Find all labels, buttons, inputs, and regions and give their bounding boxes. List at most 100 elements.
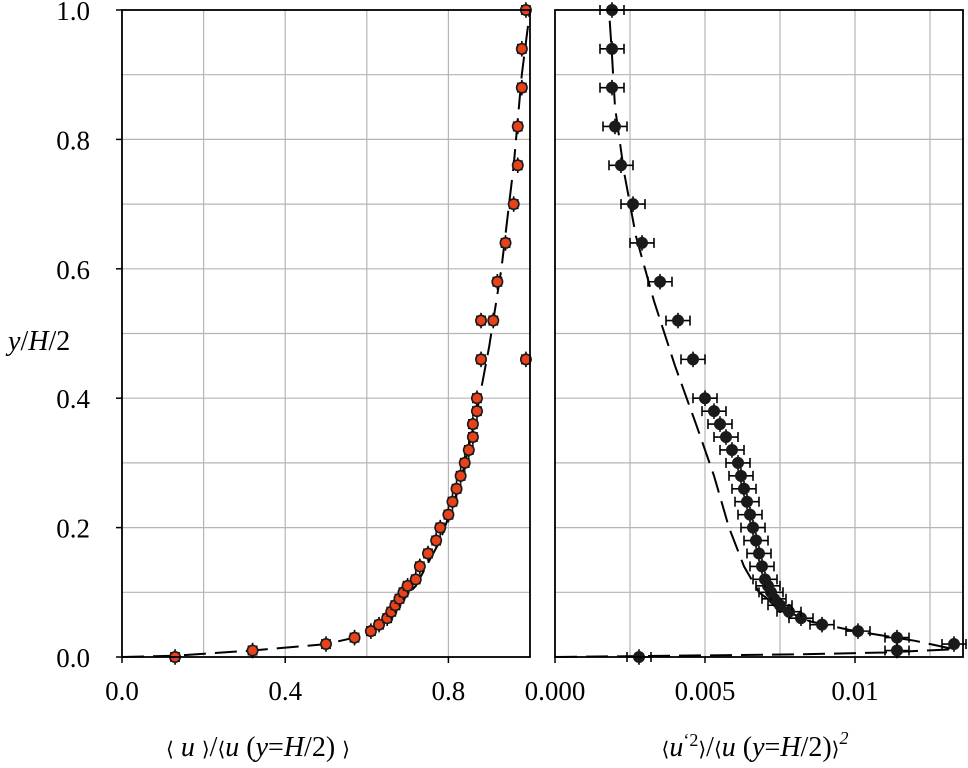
fit-line-right [554, 9, 955, 658]
data-point [884, 629, 910, 646]
data-point [446, 493, 459, 510]
data-point [401, 578, 414, 594]
data-marker [491, 275, 504, 288]
data-marker [409, 573, 422, 586]
y-axis-label: y/H/2 [5, 326, 70, 357]
data-point [515, 41, 528, 57]
data-point [466, 416, 479, 432]
data-point [348, 629, 361, 646]
data-point [707, 416, 733, 432]
data-marker [519, 353, 532, 366]
data-point [620, 196, 646, 212]
data-marker [364, 625, 377, 638]
data-marker [442, 508, 455, 521]
data-points-right [599, 2, 967, 665]
data-marker [698, 392, 711, 405]
x-axis-label-right: ⟨u‘2⟩/⟨u (y=H/2)⟩2 [662, 728, 849, 763]
data-marker [605, 42, 618, 55]
data-point [511, 118, 524, 135]
data-marker [507, 198, 520, 211]
data-marker [413, 560, 426, 573]
grid-right [555, 10, 963, 657]
data-point [809, 616, 835, 633]
data-marker [605, 81, 618, 94]
data-marker [475, 353, 488, 366]
data-marker [470, 392, 483, 405]
data-marker [246, 644, 259, 657]
data-point [602, 118, 628, 135]
data-marker [725, 443, 738, 456]
data-marker [515, 42, 528, 55]
data-marker [635, 236, 648, 249]
data-point [475, 351, 488, 368]
data-point [246, 642, 259, 659]
data-marker [466, 418, 479, 431]
data-marker [487, 314, 500, 327]
data-point [749, 558, 775, 575]
data-marker [749, 534, 762, 547]
plot-frame-left [121, 9, 531, 658]
data-point [319, 636, 332, 652]
data-marker [475, 314, 488, 327]
x-axis-label-left: ⟨ u ⟩/⟨u (y=H/2) ⟩ [166, 732, 350, 763]
x-tick-label: 0.005 [675, 676, 736, 706]
data-point [442, 506, 455, 523]
data-point [665, 312, 691, 329]
data-marker [707, 405, 720, 418]
data-marker [947, 638, 960, 651]
x-ticks-left: 0.0 0.4 0.8 [105, 657, 465, 706]
data-point [462, 442, 475, 458]
data-point [884, 642, 910, 659]
data-marker [743, 508, 756, 521]
plot-frame-right [554, 9, 964, 658]
data-point [515, 79, 528, 96]
data-marker [815, 618, 828, 631]
data-marker [740, 495, 753, 508]
data-marker [470, 405, 483, 418]
data-marker [686, 353, 699, 366]
data-point [941, 636, 967, 652]
data-marker [319, 638, 332, 651]
data-point [491, 273, 504, 290]
y-tick-label: 1.0 [56, 0, 90, 26]
data-point [629, 235, 655, 251]
data-point [475, 312, 488, 329]
data-point [413, 558, 426, 575]
data-point [434, 519, 447, 536]
data-point [511, 157, 524, 174]
data-point [599, 79, 625, 96]
panel-velocity-variance: 0.000 0.005 0.01 [525, 2, 967, 706]
data-point [752, 571, 778, 588]
data-marker [719, 431, 732, 444]
data-marker [737, 482, 750, 495]
data-marker [626, 198, 639, 211]
data-point [430, 532, 443, 549]
data-point [409, 571, 422, 588]
data-point [608, 157, 634, 174]
data-point [755, 578, 781, 594]
data-marker [446, 495, 459, 508]
fit-curve [554, 9, 955, 658]
y-tick-label: 0.0 [56, 643, 90, 673]
data-point [845, 623, 871, 639]
data-marker [462, 443, 475, 456]
data-marker [713, 418, 726, 431]
data-marker [454, 469, 467, 482]
x-tick-label: 0.4 [268, 676, 302, 706]
data-point [487, 312, 500, 329]
y-tick-label: 0.2 [56, 514, 90, 544]
grid-left [122, 10, 530, 657]
data-point [731, 481, 757, 497]
y-tick-label: 0.4 [56, 384, 90, 414]
data-points-left [169, 2, 532, 665]
data-point [599, 41, 625, 57]
panel-mean-velocity: 0.0 0.4 0.8 0.0 0.2 0.4 0.6 0.8 1.0 [56, 0, 532, 706]
data-marker [755, 560, 768, 573]
data-point [454, 468, 467, 484]
y-tick-label: 0.6 [56, 255, 90, 285]
data-marker [890, 631, 903, 644]
data-point [519, 351, 532, 368]
data-point [421, 545, 434, 562]
data-point [746, 545, 772, 562]
data-marker [511, 120, 524, 133]
